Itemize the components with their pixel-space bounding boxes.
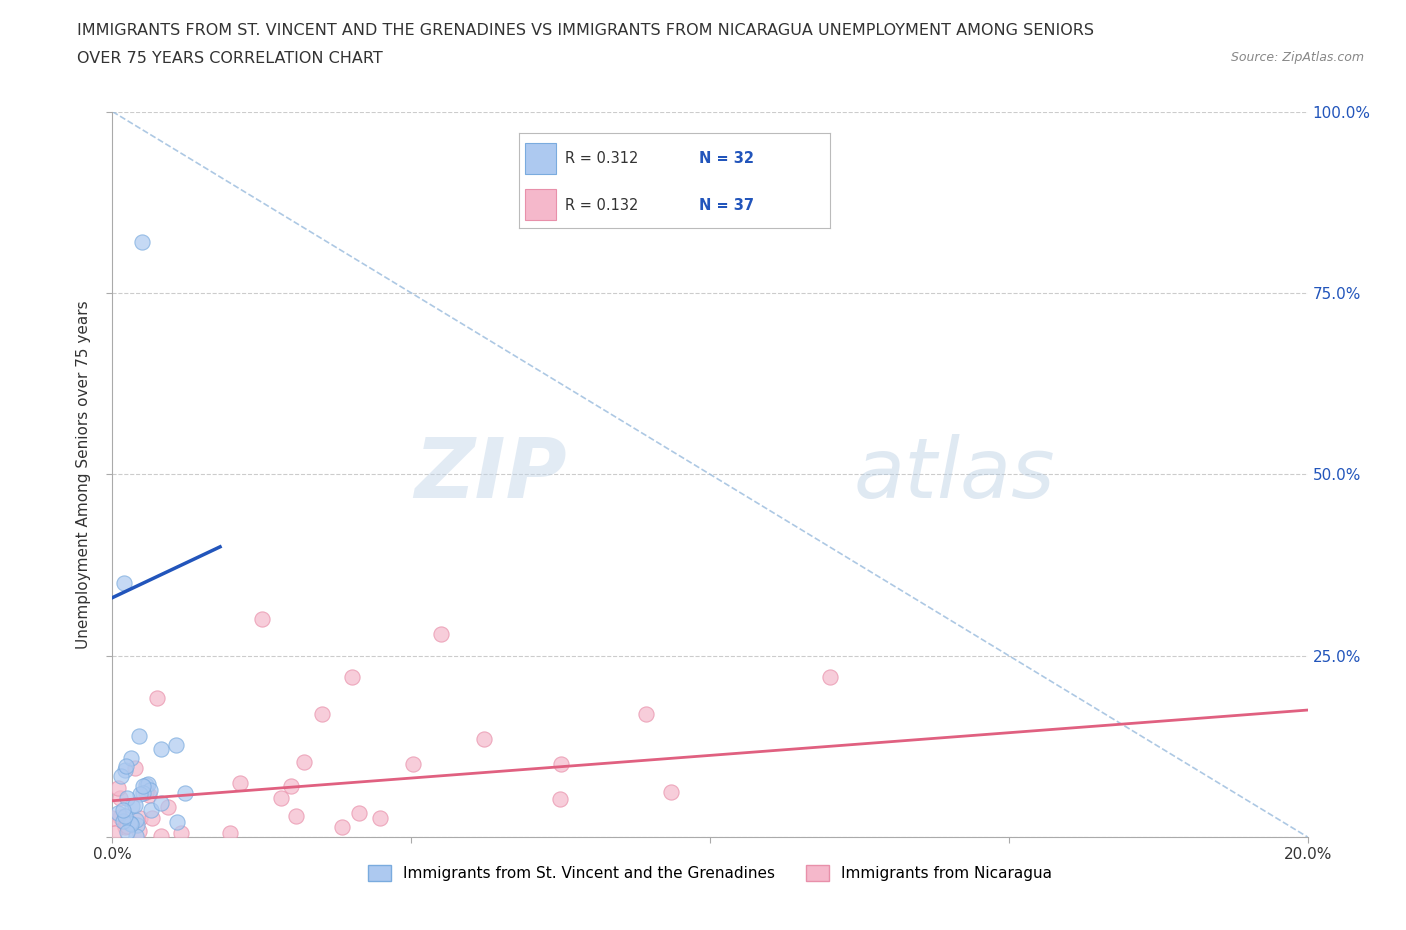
Point	[115, 759, 138, 774]
Point	[114, 808, 136, 823]
Point	[114, 763, 136, 777]
Point	[402, 756, 425, 771]
Point	[125, 813, 148, 828]
Point	[131, 234, 153, 249]
Point	[149, 742, 172, 757]
Text: atlas: atlas	[853, 433, 1054, 515]
Point	[138, 788, 160, 803]
Point	[120, 815, 142, 830]
Point	[166, 815, 188, 830]
Point	[659, 785, 682, 800]
Point	[127, 817, 149, 832]
Point	[311, 706, 333, 721]
Point	[128, 728, 150, 743]
Point	[636, 706, 658, 721]
Point	[107, 780, 129, 795]
Point	[120, 817, 142, 831]
Point	[112, 814, 135, 829]
Point	[330, 820, 353, 835]
Point	[139, 803, 162, 817]
Point	[135, 785, 157, 800]
Point	[115, 818, 138, 833]
Point	[550, 791, 572, 806]
Text: Source: ZipAtlas.com: Source: ZipAtlas.com	[1230, 51, 1364, 64]
Point	[114, 820, 136, 835]
Point	[132, 778, 155, 793]
Point	[125, 829, 148, 844]
Point	[110, 809, 132, 824]
Point	[229, 776, 252, 790]
Point	[145, 690, 167, 705]
Point	[347, 806, 370, 821]
Point	[292, 755, 315, 770]
Point	[124, 797, 146, 812]
Point	[110, 769, 132, 784]
Point	[165, 737, 187, 752]
Point	[170, 826, 193, 841]
Point	[430, 627, 453, 642]
Point	[120, 751, 142, 765]
Point	[121, 799, 143, 814]
Point	[115, 790, 138, 805]
Point	[285, 808, 308, 823]
Point	[138, 777, 160, 791]
Point	[472, 732, 495, 747]
Point	[129, 787, 152, 802]
Point	[124, 760, 146, 775]
Point	[128, 823, 150, 838]
Legend: Immigrants from St. Vincent and the Grenadines, Immigrants from Nicaragua: Immigrants from St. Vincent and the Gren…	[361, 859, 1059, 887]
Point	[270, 790, 292, 805]
Point	[135, 777, 157, 792]
Point	[156, 800, 179, 815]
Point	[173, 786, 195, 801]
Point	[141, 811, 163, 826]
Point	[368, 811, 391, 826]
Point	[818, 670, 841, 684]
Point	[250, 612, 273, 627]
Point	[101, 810, 124, 825]
Point	[115, 824, 138, 839]
Point	[112, 803, 135, 817]
Point	[150, 829, 173, 844]
Y-axis label: Unemployment Among Seniors over 75 years: Unemployment Among Seniors over 75 years	[76, 300, 91, 648]
Point	[114, 576, 135, 591]
Point	[150, 796, 173, 811]
Point	[110, 790, 132, 805]
Point	[103, 826, 125, 841]
Text: ZIP: ZIP	[413, 433, 567, 515]
Text: IMMIGRANTS FROM ST. VINCENT AND THE GRENADINES VS IMMIGRANTS FROM NICARAGUA UNEM: IMMIGRANTS FROM ST. VINCENT AND THE GREN…	[77, 23, 1094, 38]
Point	[280, 779, 302, 794]
Text: OVER 75 YEARS CORRELATION CHART: OVER 75 YEARS CORRELATION CHART	[77, 51, 382, 66]
Point	[107, 806, 129, 821]
Point	[550, 757, 572, 772]
Point	[138, 782, 160, 797]
Point	[132, 786, 155, 801]
Point	[129, 810, 152, 825]
Point	[218, 825, 240, 840]
Point	[340, 670, 363, 684]
